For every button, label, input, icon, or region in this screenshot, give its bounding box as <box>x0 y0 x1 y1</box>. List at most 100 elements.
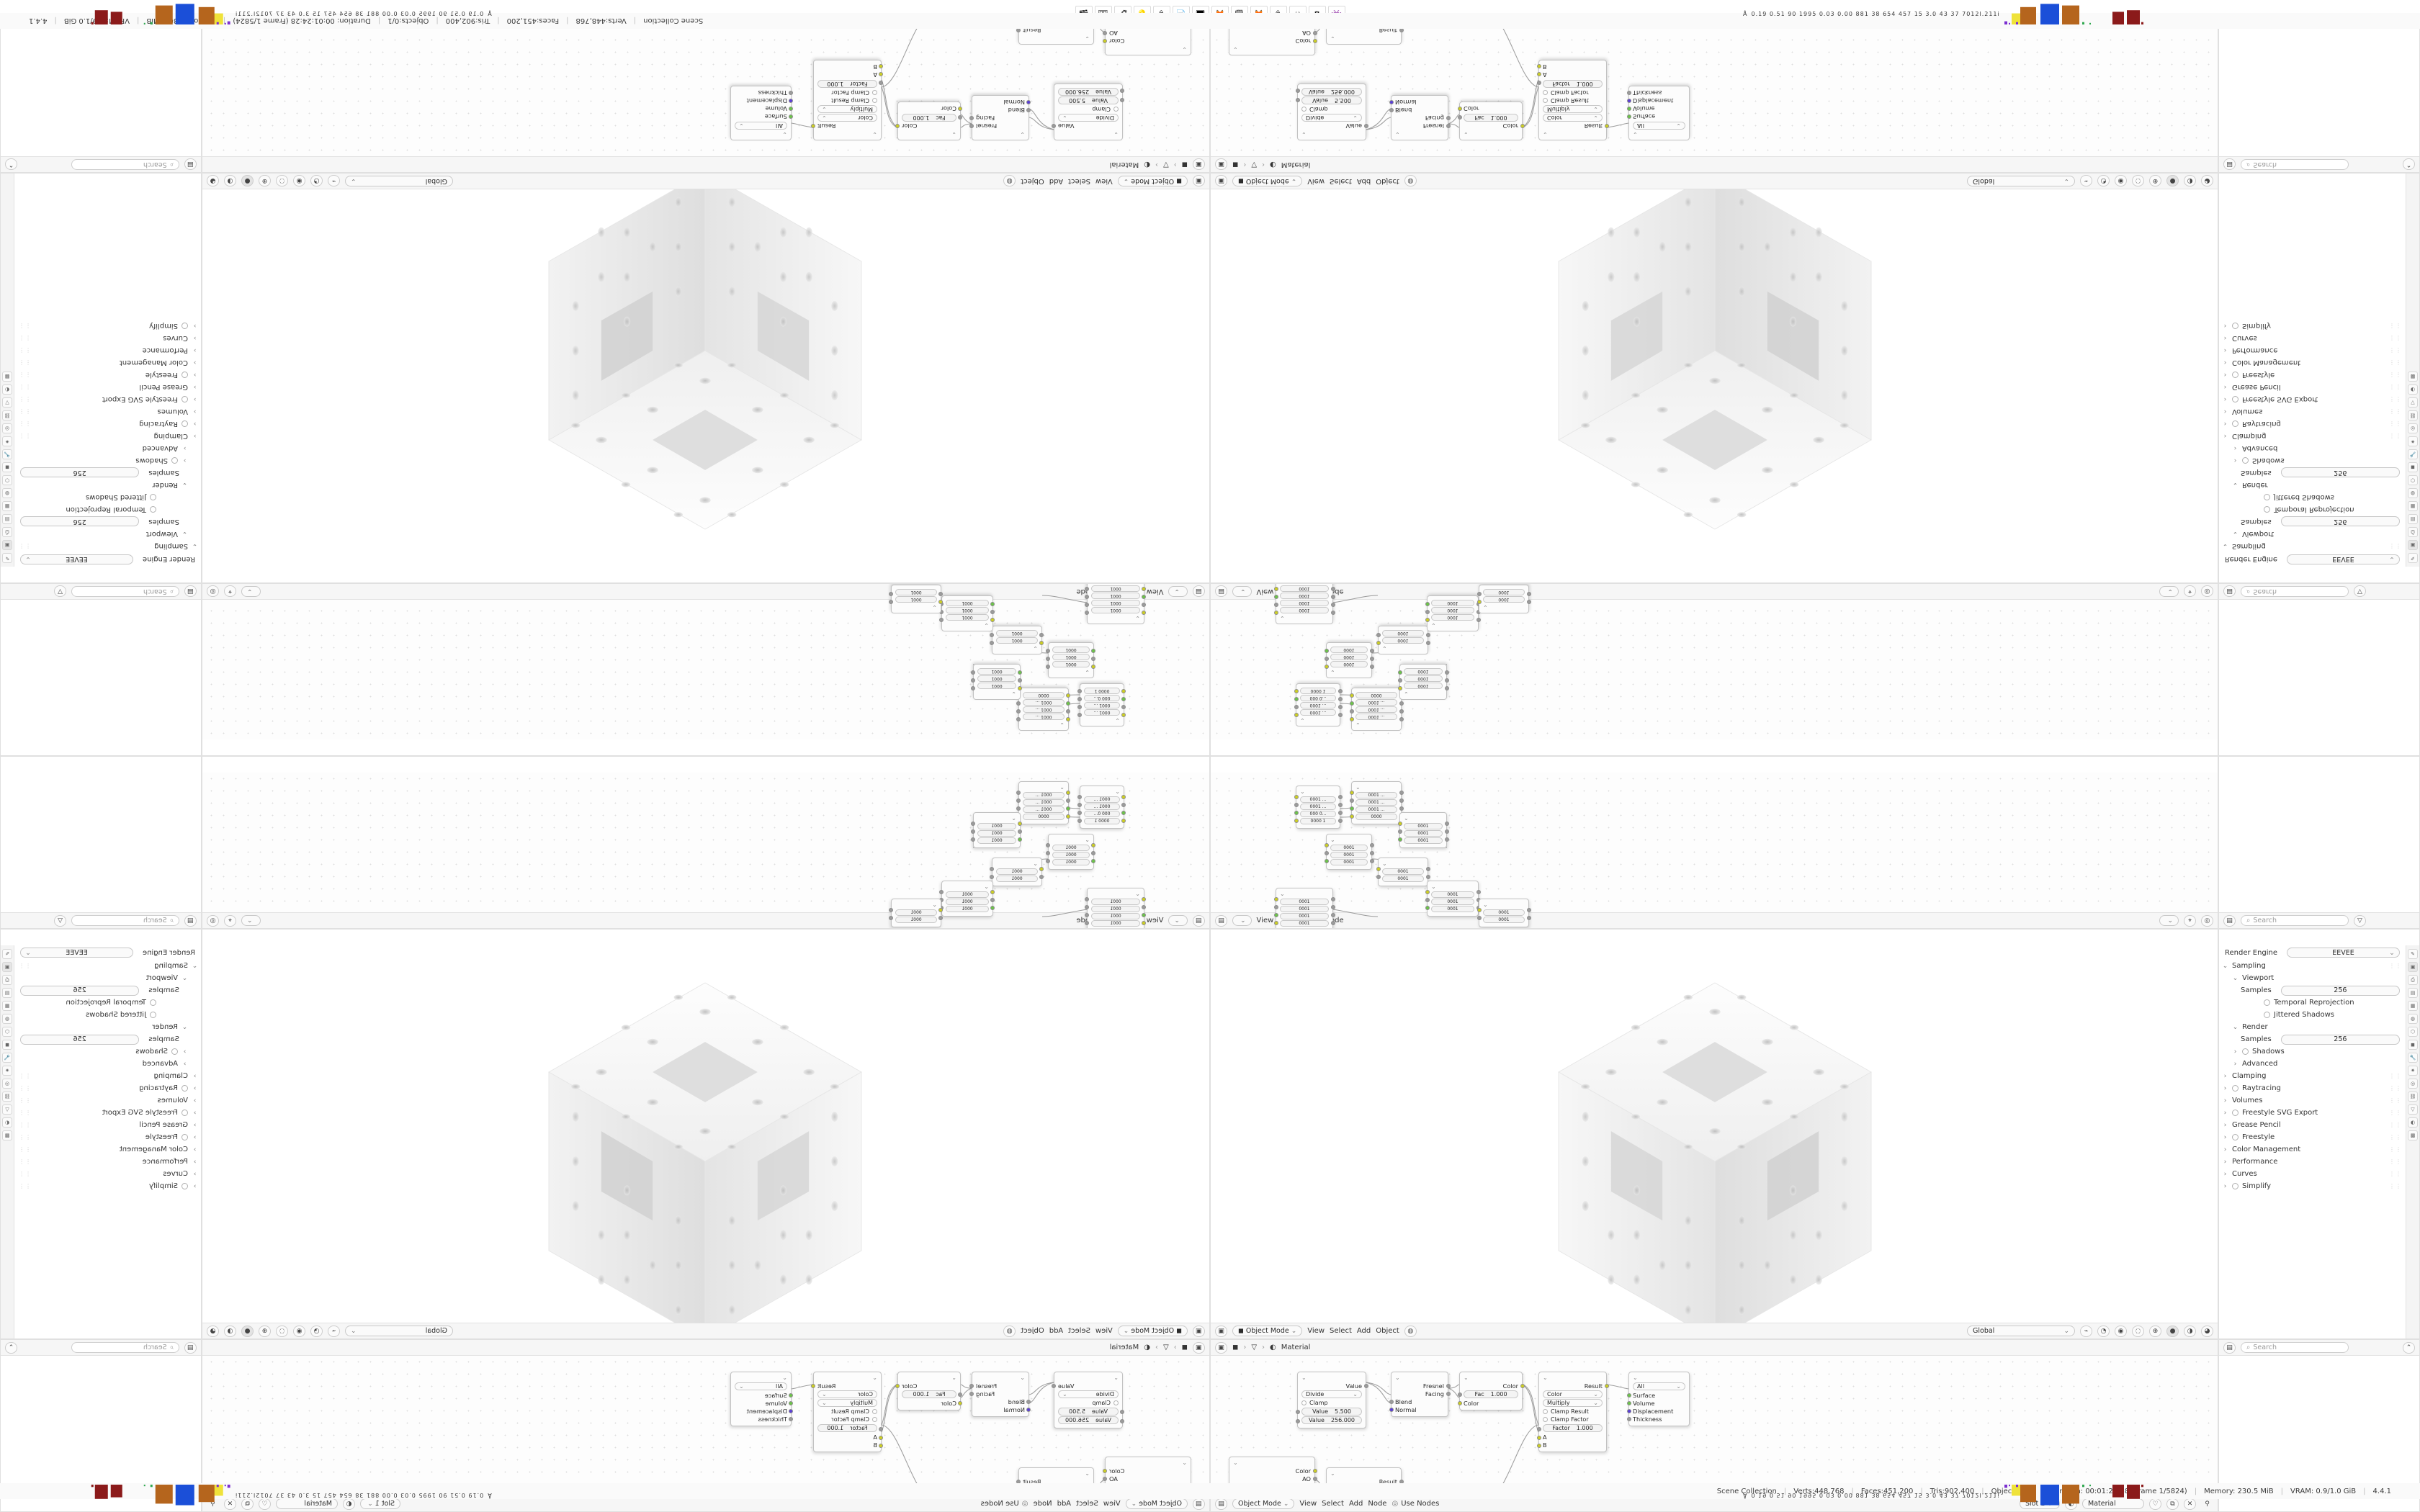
panel-drag-handle[interactable]: ⋮⋮ <box>18 396 31 402</box>
panel-enable-radio[interactable] <box>2242 1048 2249 1055</box>
geometry-node-field[interactable]: 0001 <box>1091 607 1140 613</box>
panel-disclosure-icon[interactable]: ⌄ <box>2232 1023 2238 1031</box>
node-collapse-icon[interactable]: ⌄ <box>1233 1459 1238 1466</box>
properties-tab-constraint-icon[interactable]: ⛓ <box>2408 1092 2418 1102</box>
node-socket-grey[interactable] <box>1376 633 1381 637</box>
node-socket-yellow[interactable] <box>1142 897 1147 901</box>
geometry-node-field[interactable]: 0001 <box>1091 913 1140 919</box>
panel-enable-radio[interactable] <box>182 1085 188 1092</box>
node-socket-grey[interactable] <box>939 890 944 894</box>
filter-icon[interactable]: ▽ <box>2354 914 2366 927</box>
editor-type-icon[interactable]: ▣ <box>1215 158 1227 171</box>
node-socket-grey[interactable] <box>889 592 894 596</box>
gn-snap-icon[interactable]: ⌖ <box>2184 914 2196 927</box>
node-collapse-icon[interactable]: ⌄ <box>1633 131 1638 138</box>
panel-enable-radio[interactable] <box>182 372 188 378</box>
node-socket-grey[interactable] <box>1330 897 1335 901</box>
node-socket-grey[interactable] <box>1526 916 1531 920</box>
geometry-node-field[interactable]: 0001 <box>996 637 1038 644</box>
node-operation-select[interactable]: Color <box>817 114 877 122</box>
properties-panel-render[interactable]: ⌄ Render <box>2219 1021 2406 1033</box>
geometry-node-field[interactable]: 0001 <box>1404 668 1443 675</box>
mode-select[interactable]: ◼ Object Mode <box>1232 176 1303 186</box>
node-socket-green[interactable] <box>1397 670 1402 675</box>
node-collapse-icon[interactable]: ⌄ <box>1280 891 1285 897</box>
panel-drag-handle[interactable]: ⋮⋮ <box>2389 335 2402 341</box>
display-mode-icon[interactable]: ▤ <box>2223 585 2236 598</box>
node-socket-grey[interactable] <box>1337 795 1343 799</box>
editor-type-icon[interactable]: ▣ <box>1215 1341 1227 1354</box>
editor-type-icon[interactable]: ▣ <box>1193 175 1205 187</box>
panel-disclosure-icon[interactable]: › <box>183 456 187 464</box>
node-socket-grey[interactable] <box>1476 916 1482 920</box>
geometry-node-gn-node-d[interactable]: ⌄ 0001 0001 0001 <box>1046 834 1096 870</box>
properties-panel-clamping[interactable]: › Clamping ⋮⋮ <box>2219 430 2406 442</box>
jittered-shadows-row[interactable]: Jittered Shadows <box>2219 491 2406 503</box>
panel-disclosure-icon[interactable]: › <box>193 1097 197 1104</box>
node-socket-grey[interactable] <box>971 670 976 675</box>
magnet-icon[interactable]: ⌁ <box>2080 175 2092 187</box>
node-socket-green[interactable] <box>789 1401 794 1405</box>
fake-user-icon[interactable]: ♡ <box>2149 1498 2161 1510</box>
panel-drag-handle[interactable]: ⋮⋮ <box>2389 1073 2402 1079</box>
node-socket-purple[interactable] <box>1626 99 1631 103</box>
panel-disclosure-icon[interactable]: › <box>2223 1097 2227 1104</box>
node-socket-grey[interactable] <box>990 867 995 871</box>
node-socket-yellow[interactable] <box>1066 814 1071 819</box>
panel-disclosure-icon[interactable]: › <box>193 1146 197 1153</box>
properties-panel-performance[interactable]: › Performance ⋮⋮ <box>2219 1156 2406 1168</box>
geometry-node-gn-node-a[interactable]: ⌄ 0001 ... 0001 ... 000 0... 0000 1 <box>1294 786 1343 829</box>
node-socket-grey[interactable] <box>1363 124 1368 128</box>
node-collapse-icon[interactable]: ⌄ <box>1330 35 1335 42</box>
node-socket-grey[interactable] <box>1295 98 1300 102</box>
node-socket-grey[interactable] <box>1077 705 1083 709</box>
geometry-node-field[interactable]: 0001 <box>996 630 1038 636</box>
properties-panel-advanced[interactable]: › Advanced <box>14 442 201 454</box>
node-collapse-icon[interactable]: ⌄ <box>1280 615 1285 621</box>
node-socket-grey[interactable] <box>1425 633 1430 637</box>
properties-panel-shadows[interactable]: › Shadows <box>2219 1045 2406 1058</box>
node-socket-grey[interactable] <box>789 91 794 95</box>
node-socket-yellow[interactable] <box>1520 124 1525 128</box>
node-socket-grey[interactable] <box>990 610 995 614</box>
magnet-icon[interactable]: ⌁ <box>2080 1325 2092 1337</box>
panel-enable-radio[interactable] <box>182 1110 188 1116</box>
properties-tab-modifier-icon[interactable]: 🔧 <box>2408 449 2418 459</box>
panel-enable-radio[interactable] <box>182 1183 188 1189</box>
geometry-node-field[interactable]: 0001 <box>1091 593 1140 599</box>
node-socket-grey[interactable] <box>1369 859 1374 863</box>
properties-tab-render-icon[interactable]: ▣ <box>2408 540 2418 550</box>
properties-tab-physics-icon[interactable]: ◎ <box>2408 1079 2418 1089</box>
properties-secondary-header[interactable]: ▤ ⌕ Search ⌃ <box>2219 1340 2419 1356</box>
geometry-node-gn-node-d[interactable]: ⌄ 0001 0001 0001 <box>1046 642 1096 678</box>
node-collapse-icon[interactable]: ⌄ <box>1382 645 1387 652</box>
render-samples-field[interactable]: 256 <box>2280 467 2400 478</box>
panel-disclosure-icon[interactable]: › <box>2223 395 2227 403</box>
render-engine-row[interactable]: Render Engine EEVEE ⌄ <box>2219 552 2406 567</box>
node-socket-grey[interactable] <box>1425 898 1430 902</box>
editor-type-icon[interactable]: ▤ <box>1193 914 1205 927</box>
node-socket-green[interactable] <box>1121 811 1126 815</box>
viewport-samples-field[interactable]: 256 <box>20 516 140 527</box>
properties-tab-data-icon[interactable]: ▽ <box>2408 1104 2418 1115</box>
node-socket-grey[interactable] <box>1399 709 1404 714</box>
shading-wireframe-icon[interactable]: ⊕ <box>259 175 271 187</box>
node-socket-yellow[interactable] <box>879 1444 884 1448</box>
viewport-samples-field[interactable]: 256 <box>2280 985 2400 996</box>
jittered-shadows-radio[interactable] <box>150 1012 156 1018</box>
geometry-node-gn-node-f[interactable]: ⌄ 0001 0001 0001 <box>1425 881 1481 917</box>
node-value-field[interactable]: Factor 1.000 <box>1543 80 1603 88</box>
node-socket-green[interactable] <box>1294 811 1299 815</box>
node-socket-grey[interactable] <box>971 837 976 842</box>
panel-drag-handle[interactable]: ⋮⋮ <box>2389 1183 2402 1189</box>
node-socket-grey[interactable] <box>1142 905 1147 909</box>
panel-disclosure-icon[interactable]: › <box>193 334 197 342</box>
gn-overlay-icon[interactable]: ◎ <box>2201 914 2213 927</box>
node-value-field[interactable]: Value 5.500 <box>1301 1408 1362 1416</box>
node-socket-grey[interactable] <box>1077 803 1083 807</box>
panel-drag-handle[interactable]: ⋮⋮ <box>18 1097 31 1104</box>
viewport-menu-select[interactable]: Select <box>1068 1327 1090 1335</box>
properties-tab-output-icon[interactable]: ⎙ <box>2 527 12 537</box>
properties-panel-raytracing[interactable]: › Raytracing ⋮⋮ <box>14 1082 201 1094</box>
xray-icon[interactable]: ◌ <box>2132 175 2144 187</box>
